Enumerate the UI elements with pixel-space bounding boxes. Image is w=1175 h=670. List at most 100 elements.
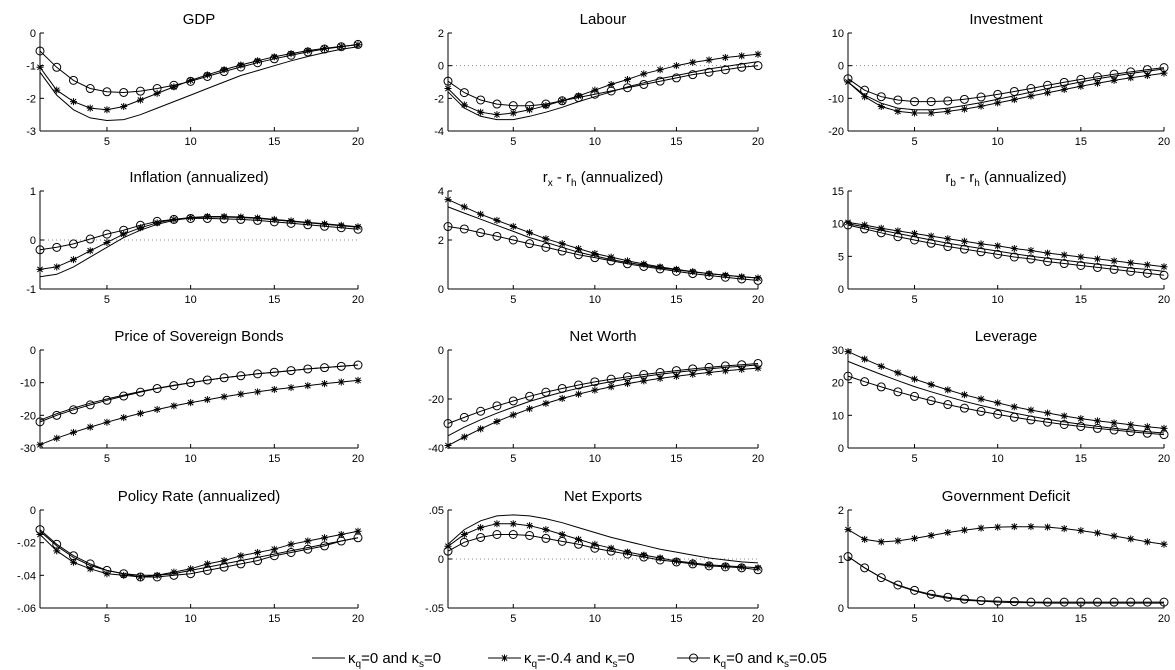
data-point [492,530,502,539]
data-point [219,373,229,383]
data-point [705,561,713,569]
y-tick-label: 1 [30,186,36,198]
data-point [270,545,278,553]
y-tick-label: 0 [30,28,36,40]
chart-panel: Net Exports .05 0 -.05 5 10 15 20 [425,488,764,625]
y-tick-label: -40 [428,443,444,455]
data-point [102,565,112,575]
data-point [170,568,178,576]
y-tick-label: -.06 [17,603,36,615]
data-point [35,417,45,427]
data-point [943,242,953,252]
data-point [575,390,583,398]
data-point [36,441,44,449]
data-point [1109,264,1119,274]
data-point [254,57,262,65]
data-point [1077,415,1085,423]
data-point [705,369,713,377]
data-point [557,383,567,393]
x-tick-label: 10 [992,294,1004,306]
data-point [542,235,550,243]
data-point [1142,428,1152,438]
x-tick-label: 20 [352,294,364,306]
data-point [237,552,245,560]
data-point [236,214,246,224]
data-point [353,360,363,370]
data-point [622,372,632,382]
data-point [169,570,179,580]
x-tick-label: 10 [589,453,601,465]
data-point [1092,72,1102,82]
data-point [353,224,363,234]
data-point [321,44,329,52]
x-tick-label: 10 [992,136,1004,148]
panel-title: Price of Sovereign Bonds [114,328,283,345]
data-point [269,367,279,377]
x-tick-label: 20 [352,453,364,465]
x-tick-label: 15 [670,613,682,625]
data-point [926,589,936,599]
data-point [220,66,228,74]
data-point [135,387,145,397]
series-line [447,514,759,564]
data-point [944,107,952,115]
data-point [860,85,870,95]
data-point [152,216,162,226]
data-point [977,524,985,532]
y-tick-label: 30 [832,345,844,357]
data-point [102,229,112,239]
y-tick-label: 0 [838,603,844,615]
data-point [1009,412,1019,422]
series-line [39,530,359,576]
data-point [927,109,935,117]
data-point [1093,255,1101,263]
chart-panel: Inflation (annualized)10-15 10 15 20 [26,169,364,306]
series-line [847,224,1165,276]
data-point [287,217,295,225]
data-point [960,237,968,245]
data-point [926,396,936,406]
series-line [447,363,759,424]
data-point [120,414,128,422]
data-point [254,388,262,396]
data-point [493,520,501,528]
data-point [169,80,179,90]
data-point [35,245,45,255]
data-point [53,547,61,555]
data-point [607,544,615,552]
chart-panel: Price of Sovereign Bonds 0 -10 -20 -30 5 10 15 2… [20,328,364,465]
panel-title: Investment [969,11,1043,28]
data-point [203,71,211,79]
series-line [447,534,759,571]
x-tick-label: 5 [510,613,516,625]
data-point [994,399,1002,407]
y-tick-label: -.04 [17,570,36,582]
data-point [926,97,936,107]
data-point [1093,529,1101,537]
data-point [1076,597,1086,607]
data-point [443,546,453,556]
data-point [689,268,697,276]
data-point [876,228,886,238]
data-point [337,221,345,229]
y-tick-label: -.02 [17,538,36,550]
series-line [39,364,359,421]
data-point [86,565,94,573]
panel-title: Leverage [975,328,1038,345]
data-point [754,564,762,572]
data-point [1026,415,1036,425]
x-tick-label: 20 [352,136,364,148]
data-point [52,62,62,72]
x-tick-label: 5 [911,613,917,625]
data-point [720,65,730,75]
data-point [843,552,853,562]
data-point [1160,424,1168,432]
data-point [704,561,714,571]
chart-panel: GDP 0 -1 -2 -3 5 10 15 20 [26,11,364,148]
data-point [911,375,919,383]
data-point [737,360,747,370]
y-tick-label: -30 [20,443,36,455]
data-point [1059,259,1069,269]
data-point [1027,523,1035,531]
